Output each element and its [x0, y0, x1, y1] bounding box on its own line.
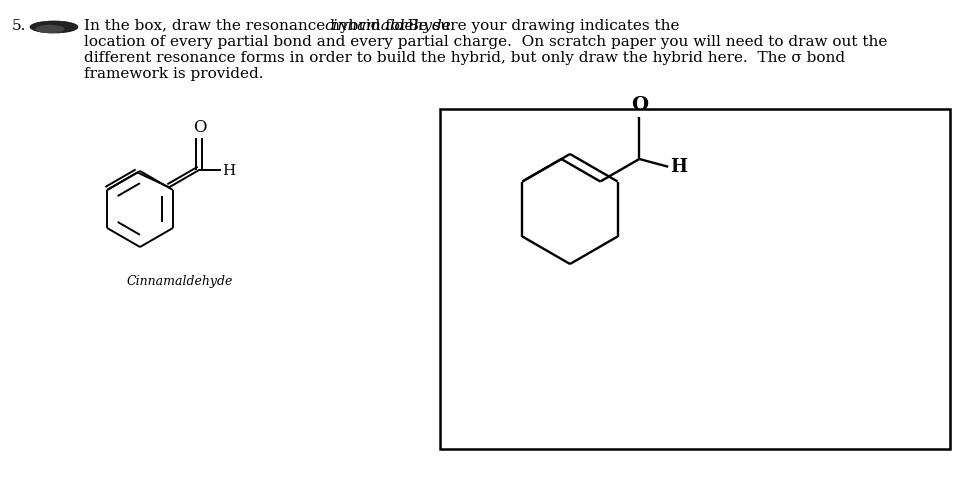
Text: framework is provided.: framework is provided. — [84, 67, 263, 81]
Text: different resonance forms in order to build the hybrid, but only draw the hybrid: different resonance forms in order to bu… — [84, 51, 845, 65]
Text: Cinnamaldehyde: Cinnamaldehyde — [127, 275, 233, 288]
Text: In the box, draw the resonance hybrid for: In the box, draw the resonance hybrid fo… — [84, 19, 412, 33]
Ellipse shape — [30, 21, 78, 33]
Text: cinnamaldehyde: cinnamaldehyde — [324, 19, 451, 33]
Text: H: H — [670, 158, 687, 176]
Text: O: O — [631, 96, 648, 114]
Text: 5.: 5. — [12, 19, 26, 33]
Text: location of every partial bond and every partial charge.  On scratch paper you w: location of every partial bond and every… — [84, 35, 887, 49]
Text: O: O — [193, 119, 206, 136]
Text: . Be sure your drawing indicates the: . Be sure your drawing indicates the — [397, 19, 680, 33]
Text: H: H — [223, 164, 236, 178]
Bar — [440, 109, 950, 449]
Ellipse shape — [36, 25, 64, 33]
